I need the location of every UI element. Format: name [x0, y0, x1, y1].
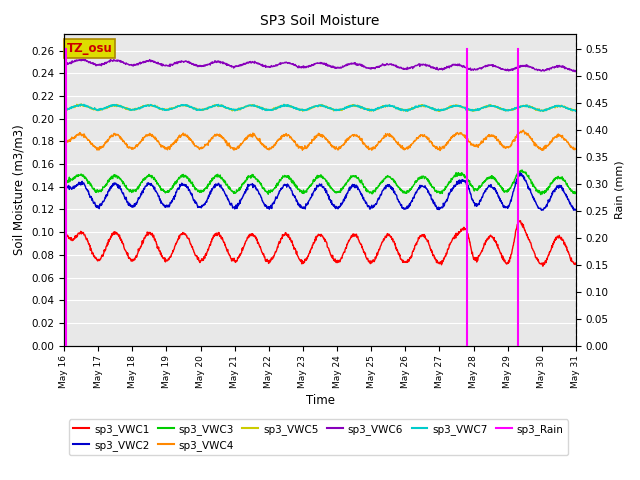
- Title: SP3 Soil Moisture: SP3 Soil Moisture: [260, 14, 380, 28]
- Y-axis label: Rain (mm): Rain (mm): [614, 160, 625, 219]
- Text: TZ_osu: TZ_osu: [67, 42, 113, 55]
- Y-axis label: Soil Moisture (m3/m3): Soil Moisture (m3/m3): [13, 124, 26, 255]
- Legend: sp3_VWC1, sp3_VWC2, sp3_VWC3, sp3_VWC4, sp3_VWC5, sp3_VWC6, sp3_VWC7, sp3_Rain: sp3_VWC1, sp3_VWC2, sp3_VWC3, sp3_VWC4, …: [69, 420, 568, 455]
- X-axis label: Time: Time: [305, 394, 335, 407]
